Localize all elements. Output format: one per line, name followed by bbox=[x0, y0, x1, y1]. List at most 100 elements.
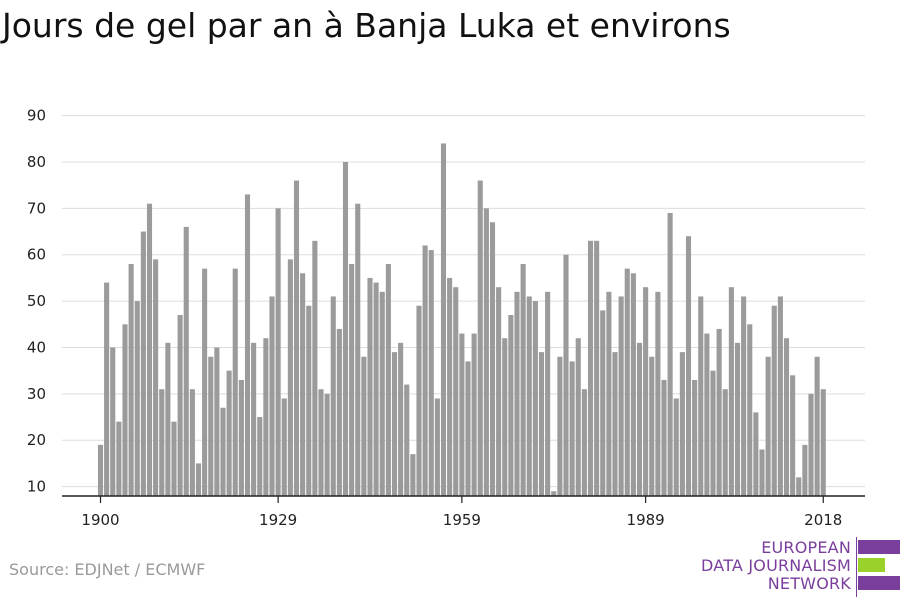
bar-1962[interactable] bbox=[477, 180, 483, 496]
bar-1987[interactable] bbox=[630, 273, 636, 496]
bar-1939[interactable] bbox=[336, 328, 342, 496]
bar-1970[interactable] bbox=[526, 296, 532, 496]
bar-1934[interactable] bbox=[306, 305, 312, 496]
bar-1918[interactable] bbox=[208, 356, 214, 496]
bar-1925[interactable] bbox=[251, 342, 257, 496]
bar-1973[interactable] bbox=[545, 291, 551, 496]
bar-1944[interactable] bbox=[367, 277, 373, 496]
bar-2015[interactable] bbox=[802, 444, 808, 496]
bar-1967[interactable] bbox=[508, 315, 514, 496]
bar-1997[interactable] bbox=[692, 379, 698, 496]
bar-1960[interactable] bbox=[465, 361, 471, 496]
bar-1912[interactable] bbox=[171, 421, 177, 496]
bar-2002[interactable] bbox=[722, 389, 728, 496]
bar-1913[interactable] bbox=[177, 315, 183, 496]
bar-1955[interactable] bbox=[434, 398, 440, 496]
bar-1965[interactable] bbox=[496, 287, 502, 496]
bar-1931[interactable] bbox=[287, 259, 293, 496]
bar-1936[interactable] bbox=[318, 389, 324, 496]
bar-2010[interactable] bbox=[771, 305, 777, 496]
bar-1927[interactable] bbox=[263, 338, 269, 496]
bar-1903[interactable] bbox=[116, 421, 122, 496]
bar-1911[interactable] bbox=[165, 342, 171, 496]
bar-1921[interactable] bbox=[226, 370, 232, 496]
bar-2004[interactable] bbox=[734, 342, 741, 496]
bar-1979[interactable] bbox=[581, 389, 587, 496]
bar-1901[interactable] bbox=[104, 282, 110, 496]
bar-1995[interactable] bbox=[679, 352, 685, 496]
bar-1906[interactable] bbox=[134, 301, 140, 496]
bar-1943[interactable] bbox=[361, 356, 367, 496]
bar-1946[interactable] bbox=[379, 291, 385, 496]
bar-1900[interactable] bbox=[97, 444, 104, 496]
bar-1950[interactable] bbox=[404, 384, 410, 496]
bar-2017[interactable] bbox=[814, 356, 820, 496]
bar-1956[interactable] bbox=[440, 143, 447, 496]
bar-1947[interactable] bbox=[385, 264, 391, 496]
bar-2003[interactable] bbox=[728, 287, 734, 496]
bar-1908[interactable] bbox=[146, 203, 153, 496]
bar-1996[interactable] bbox=[685, 236, 692, 496]
bar-1990[interactable] bbox=[649, 356, 655, 496]
bar-1991[interactable] bbox=[655, 291, 661, 496]
bar-1963[interactable] bbox=[483, 208, 489, 496]
bar-1922[interactable] bbox=[232, 268, 238, 496]
bar-2007[interactable] bbox=[753, 412, 759, 496]
bar-1977[interactable] bbox=[569, 361, 575, 496]
bar-2009[interactable] bbox=[765, 356, 771, 496]
bar-1989[interactable] bbox=[643, 287, 649, 496]
bar-1986[interactable] bbox=[624, 268, 630, 496]
bar-1937[interactable] bbox=[324, 393, 330, 496]
bar-1975[interactable] bbox=[557, 356, 563, 496]
bar-1915[interactable] bbox=[189, 389, 195, 496]
bar-1981[interactable] bbox=[594, 240, 600, 496]
bar-1988[interactable] bbox=[636, 342, 643, 496]
bar-2006[interactable] bbox=[747, 324, 753, 496]
bar-1966[interactable] bbox=[502, 338, 508, 496]
bar-1907[interactable] bbox=[140, 231, 146, 497]
bar-1953[interactable] bbox=[422, 245, 428, 496]
bar-1974[interactable] bbox=[551, 491, 557, 496]
bar-1941[interactable] bbox=[349, 264, 355, 496]
bar-1935[interactable] bbox=[312, 240, 318, 496]
bar-1914[interactable] bbox=[183, 226, 189, 496]
bar-1961[interactable] bbox=[471, 333, 477, 496]
bar-1923[interactable] bbox=[238, 379, 244, 496]
bar-1964[interactable] bbox=[489, 222, 496, 496]
bar-1942[interactable] bbox=[355, 203, 361, 496]
bar-1919[interactable] bbox=[214, 347, 220, 496]
bar-2000[interactable] bbox=[710, 370, 716, 496]
bar-1994[interactable] bbox=[673, 398, 679, 496]
bar-1980[interactable] bbox=[587, 240, 594, 496]
bar-1968[interactable] bbox=[514, 291, 520, 496]
bar-1952[interactable] bbox=[416, 305, 422, 496]
bar-2013[interactable] bbox=[790, 375, 796, 496]
bar-1928[interactable] bbox=[269, 296, 275, 496]
bar-1957[interactable] bbox=[447, 277, 453, 496]
bar-2014[interactable] bbox=[796, 477, 802, 496]
bar-1978[interactable] bbox=[575, 338, 581, 496]
bar-1905[interactable] bbox=[128, 264, 134, 496]
bar-1910[interactable] bbox=[159, 389, 165, 496]
edjnet-logo[interactable]: EUROPEAN DATA JOURNALISM NETWORK bbox=[700, 537, 900, 597]
bar-1954[interactable] bbox=[428, 250, 434, 496]
bar-1926[interactable] bbox=[257, 417, 263, 496]
bar-1999[interactable] bbox=[704, 333, 710, 496]
bar-1971[interactable] bbox=[532, 301, 538, 496]
bar-2005[interactable] bbox=[741, 296, 747, 496]
bar-1909[interactable] bbox=[153, 259, 159, 496]
bar-2012[interactable] bbox=[783, 338, 790, 496]
bar-1948[interactable] bbox=[391, 352, 398, 496]
bar-1959[interactable] bbox=[459, 333, 465, 496]
bar-2018[interactable] bbox=[820, 389, 826, 496]
bar-1983[interactable] bbox=[606, 291, 612, 496]
bar-1916[interactable] bbox=[195, 463, 202, 496]
bar-1902[interactable] bbox=[110, 347, 116, 496]
bar-1933[interactable] bbox=[300, 273, 306, 496]
bar-1993[interactable] bbox=[667, 212, 673, 497]
bar-1976[interactable] bbox=[563, 254, 569, 496]
bar-1969[interactable] bbox=[520, 264, 526, 496]
bar-2016[interactable] bbox=[808, 393, 814, 496]
bar-1992[interactable] bbox=[661, 379, 667, 496]
bar-1945[interactable] bbox=[373, 282, 379, 496]
